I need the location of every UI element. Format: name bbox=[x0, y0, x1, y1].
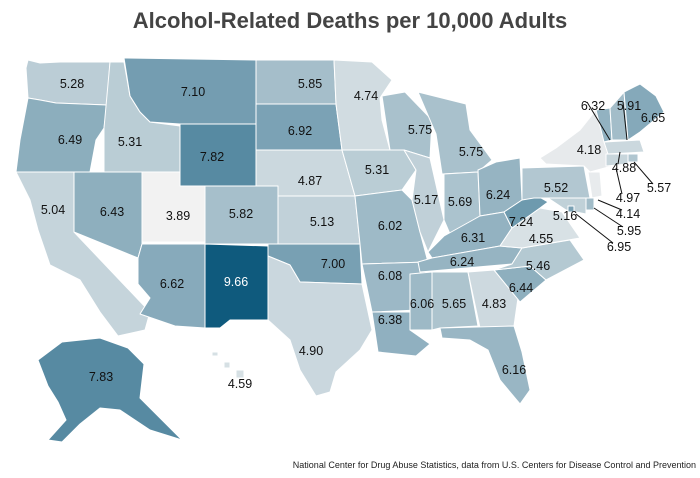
state-minnesota[interactable] bbox=[333, 59, 393, 151]
value-label-pennsylvania: 5.52 bbox=[544, 181, 568, 195]
value-label-louisiana: 6.38 bbox=[378, 313, 402, 327]
value-label-alaska: 7.83 bbox=[89, 370, 113, 384]
state-illinois[interactable] bbox=[403, 149, 445, 253]
leader-line-rhode-island bbox=[633, 161, 654, 185]
value-label-iowa: 5.31 bbox=[365, 163, 389, 177]
leader-line-delaware bbox=[593, 207, 624, 228]
state-connecticut[interactable] bbox=[605, 153, 629, 167]
value-label-south-carolina: 6.44 bbox=[509, 281, 533, 295]
leader-line-district-of-columbia bbox=[575, 213, 614, 244]
value-label-maryland: 5.16 bbox=[553, 209, 577, 223]
state-district-of-columbia[interactable] bbox=[567, 205, 575, 213]
value-label-colorado: 5.82 bbox=[229, 207, 253, 221]
state-hawaii[interactable] bbox=[211, 351, 245, 379]
value-label-new-mexico: 9.66 bbox=[224, 275, 248, 289]
value-label-north-carolina: 5.46 bbox=[526, 259, 550, 273]
source-note: National Center for Drug Abuse Statistic… bbox=[292, 460, 696, 470]
value-label-massachusetts: 4.88 bbox=[612, 161, 636, 175]
value-label-wyoming: 7.82 bbox=[200, 150, 224, 164]
value-label-ohio: 6.24 bbox=[486, 188, 510, 202]
value-label-missouri: 6.02 bbox=[378, 219, 402, 233]
state-shapes bbox=[15, 57, 665, 443]
value-label-hawaii: 4.59 bbox=[228, 377, 252, 391]
value-label-north-dakota: 5.85 bbox=[298, 77, 322, 91]
value-label-georgia: 4.83 bbox=[482, 297, 506, 311]
value-label-indiana: 5.69 bbox=[448, 195, 472, 209]
state-missouri[interactable] bbox=[354, 189, 429, 265]
value-label-rhode-island: 5.57 bbox=[647, 181, 671, 195]
state-north-dakota[interactable] bbox=[255, 59, 337, 105]
value-label-nebraska: 4.87 bbox=[298, 174, 322, 188]
leader-line-new-jersey bbox=[597, 199, 623, 211]
state-maine[interactable] bbox=[623, 83, 665, 141]
state-value-labels: 5.28 6.49 5.04 5.31 6.43 7.10 7.82 3.89 6.62 5.82… bbox=[41, 77, 671, 391]
state-massachusetts[interactable] bbox=[603, 139, 645, 155]
value-label-wisconsin: 5.75 bbox=[408, 123, 432, 137]
value-label-kentucky: 6.31 bbox=[461, 231, 485, 245]
value-label-minnesota: 4.74 bbox=[354, 89, 378, 103]
value-label-washington: 5.28 bbox=[60, 77, 84, 91]
leader-line-massachusetts bbox=[617, 151, 621, 165]
value-label-district-of-columbia: 6.95 bbox=[607, 240, 631, 254]
state-oregon[interactable] bbox=[15, 97, 108, 173]
value-label-south-dakota: 6.92 bbox=[288, 124, 312, 138]
callout-leader-lines bbox=[575, 101, 654, 244]
value-label-new-york: 4.18 bbox=[577, 143, 601, 157]
value-label-virginia: 4.55 bbox=[529, 232, 553, 246]
value-label-oklahoma: 7.00 bbox=[321, 257, 345, 271]
state-new-jersey[interactable] bbox=[587, 171, 603, 199]
state-texas[interactable] bbox=[267, 255, 373, 397]
value-label-arkansas: 6.08 bbox=[378, 269, 402, 283]
leader-line-vermont bbox=[586, 101, 611, 141]
value-label-connecticut: 4.97 bbox=[616, 191, 640, 205]
value-label-idaho: 5.31 bbox=[118, 135, 142, 149]
value-label-nevada: 6.43 bbox=[100, 205, 124, 219]
map-title: Alcohol-Related Deaths per 10,000 Adults bbox=[132, 8, 568, 33]
value-label-maine: 6.65 bbox=[641, 111, 665, 125]
state-michigan[interactable] bbox=[417, 91, 493, 175]
value-label-oregon: 6.49 bbox=[58, 133, 82, 147]
state-florida[interactable] bbox=[439, 325, 531, 405]
value-label-new-hampshire: 5.91 bbox=[617, 99, 641, 113]
state-alaska[interactable] bbox=[37, 337, 183, 443]
value-label-alabama: 5.65 bbox=[442, 297, 466, 311]
value-label-new-jersey: 4.14 bbox=[616, 207, 640, 221]
value-label-tennessee: 6.24 bbox=[450, 255, 474, 269]
value-label-california: 5.04 bbox=[41, 203, 65, 217]
value-label-illinois: 5.17 bbox=[414, 193, 438, 207]
value-label-florida: 6.16 bbox=[502, 363, 526, 377]
state-delaware[interactable] bbox=[585, 197, 595, 211]
state-maryland[interactable] bbox=[547, 197, 587, 215]
value-label-michigan: 5.75 bbox=[459, 145, 483, 159]
value-label-montana: 7.10 bbox=[181, 85, 205, 99]
value-label-arizona: 6.62 bbox=[160, 277, 184, 291]
value-label-mississippi: 6.06 bbox=[410, 297, 434, 311]
value-label-texas: 4.90 bbox=[299, 344, 323, 358]
leader-line-connecticut bbox=[615, 167, 623, 195]
value-label-kansas: 5.13 bbox=[310, 215, 334, 229]
value-label-utah: 3.89 bbox=[166, 209, 190, 223]
value-label-vermont: 6.32 bbox=[581, 99, 605, 113]
leader-line-new-hampshire bbox=[622, 101, 628, 141]
value-label-west-virginia: 7.24 bbox=[509, 215, 533, 229]
value-label-delaware: 5.95 bbox=[617, 224, 641, 238]
